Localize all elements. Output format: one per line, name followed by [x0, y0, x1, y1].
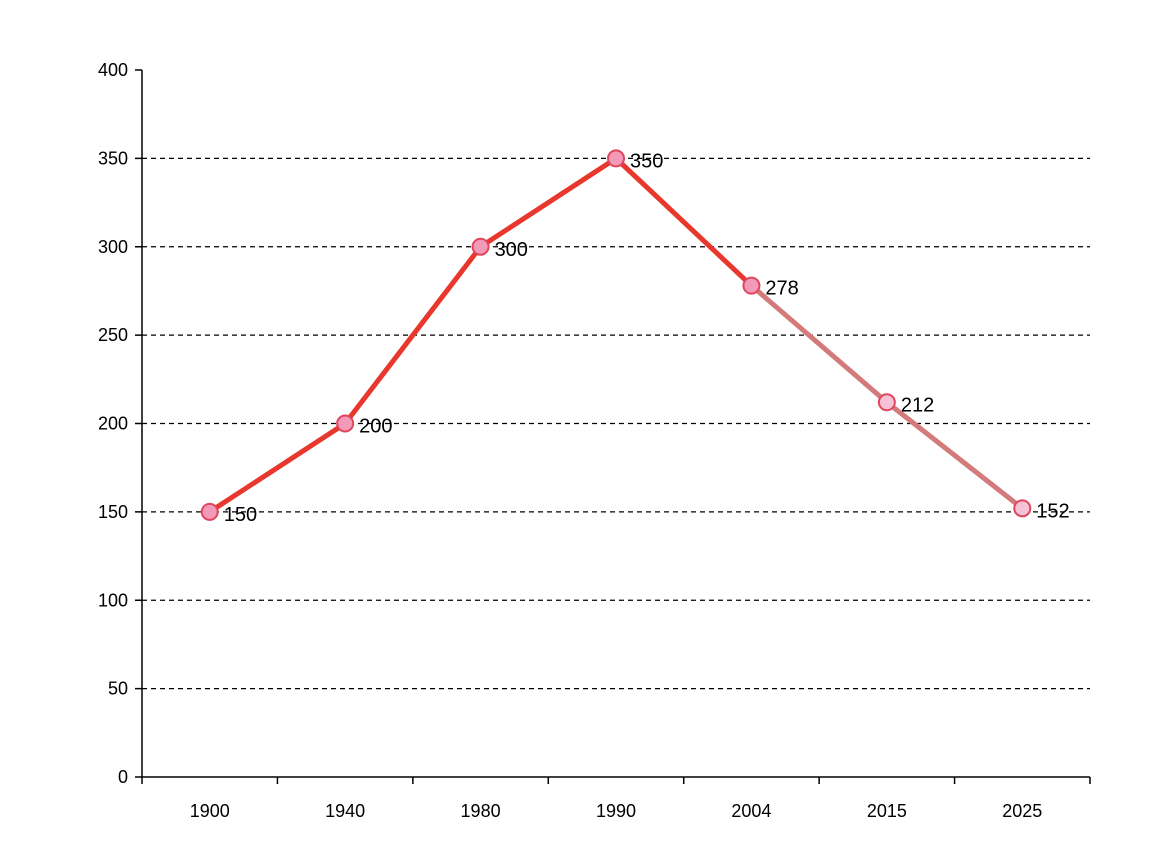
axes: 0 50 100 150 200 250 300 350 400 1900 1940 1980 1990… — [98, 60, 1091, 821]
x-tick-label: 2015 — [867, 801, 907, 821]
y-tick-label: 350 — [98, 148, 128, 168]
data-point-1980 — [471, 237, 490, 256]
data-point-2004 — [742, 276, 761, 295]
x-tick-label: 2025 — [1002, 801, 1042, 821]
data-labels: 150 200 300 350 278 212 152 — [224, 150, 1070, 526]
data-label-1980: 300 — [495, 239, 528, 261]
observed-segment — [478, 155, 619, 250]
data-point-1900 — [200, 502, 219, 521]
data-point-2015 — [877, 393, 896, 412]
data-label-1900: 150 — [224, 504, 257, 526]
x-tick-label: 1900 — [190, 801, 230, 821]
y-tick-label: 150 — [98, 502, 128, 522]
gridlines — [142, 157, 1090, 690]
observed-segment — [342, 244, 484, 426]
projected-segment — [748, 283, 890, 405]
data-label-1940: 200 — [359, 416, 392, 438]
x-tick-label: 1980 — [461, 801, 501, 821]
projected-segment — [884, 399, 1025, 511]
y-tick-label: 100 — [98, 590, 128, 610]
data-points — [200, 149, 1032, 521]
x-tick-label: 2004 — [731, 801, 771, 821]
y-tick-label: 50 — [108, 679, 128, 699]
y-tick-label: 400 — [98, 60, 128, 80]
observed-segment — [613, 155, 754, 289]
data-label-2004: 278 — [765, 278, 798, 300]
data-label-1990: 350 — [630, 150, 663, 172]
data-point-2025 — [1013, 499, 1032, 518]
y-tick-label: 0 — [118, 767, 128, 787]
data-point-1990 — [607, 149, 625, 168]
data-label-2025: 152 — [1036, 500, 1069, 522]
observed-segment — [207, 421, 348, 515]
data-point-1940 — [336, 414, 355, 433]
series-line — [207, 155, 1025, 515]
x-tick-label: 1940 — [325, 801, 365, 821]
x-tick-label: 1990 — [596, 801, 636, 821]
y-tick-label: 250 — [98, 325, 128, 345]
y-tick-label: 200 — [98, 414, 128, 434]
y-tick-label: 300 — [98, 237, 128, 257]
data-label-2015: 212 — [901, 394, 934, 416]
